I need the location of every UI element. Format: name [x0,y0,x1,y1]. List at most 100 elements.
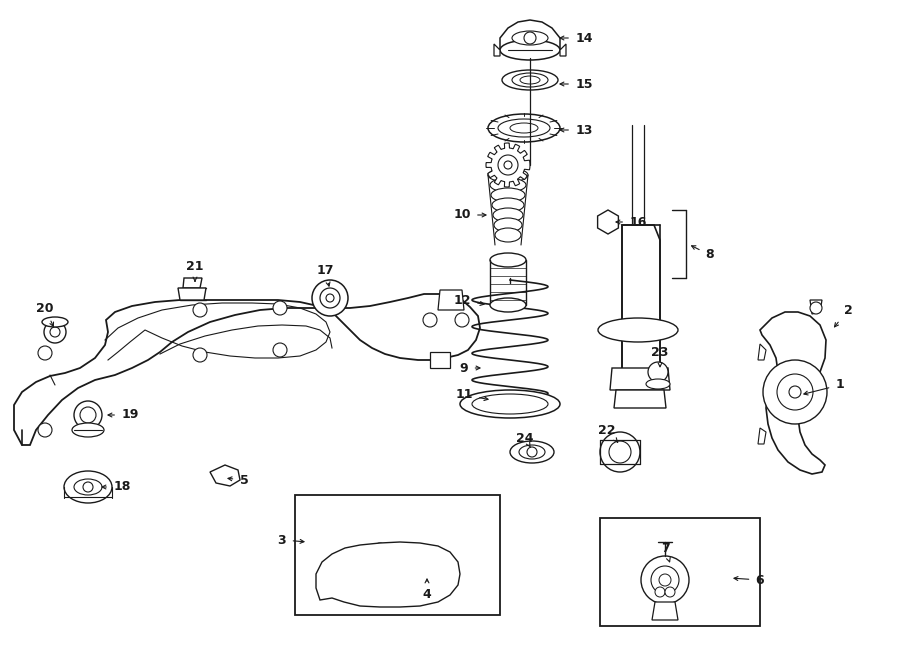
Ellipse shape [472,394,548,414]
Ellipse shape [42,317,68,327]
Polygon shape [758,428,766,444]
Ellipse shape [494,218,522,232]
Circle shape [777,374,813,410]
Circle shape [326,572,334,580]
Circle shape [273,301,287,315]
Text: 7: 7 [661,541,670,562]
Text: 20: 20 [36,301,54,327]
Text: 13: 13 [560,124,593,137]
Circle shape [600,432,640,472]
Ellipse shape [488,168,528,182]
Circle shape [353,551,367,565]
Circle shape [321,567,339,585]
Ellipse shape [512,73,548,87]
Circle shape [609,441,631,463]
Text: 10: 10 [454,208,486,221]
Circle shape [38,423,52,437]
Circle shape [38,346,52,360]
Polygon shape [652,602,678,620]
Circle shape [603,217,613,227]
Circle shape [504,161,512,169]
Circle shape [373,543,387,557]
Circle shape [441,566,459,584]
Text: 5: 5 [228,473,248,486]
Ellipse shape [498,119,550,137]
Ellipse shape [502,70,558,90]
Circle shape [50,327,60,337]
Polygon shape [810,300,822,314]
Circle shape [446,571,454,579]
Polygon shape [760,312,826,474]
Ellipse shape [490,253,526,267]
Text: 24: 24 [517,432,534,447]
Ellipse shape [72,423,104,437]
Ellipse shape [520,76,540,84]
Ellipse shape [460,390,560,418]
Circle shape [648,362,668,382]
Ellipse shape [646,379,670,389]
Ellipse shape [74,479,102,495]
Polygon shape [178,288,206,300]
Circle shape [665,587,675,597]
Ellipse shape [598,318,678,342]
Circle shape [789,386,801,398]
Text: 11: 11 [455,389,488,401]
Polygon shape [560,44,566,56]
Text: 16: 16 [616,215,647,229]
Circle shape [312,280,348,316]
Circle shape [455,313,469,327]
Circle shape [44,321,66,343]
Text: 4: 4 [423,579,431,602]
Circle shape [641,556,689,604]
Circle shape [326,294,334,302]
Text: 9: 9 [460,362,480,375]
Ellipse shape [492,198,524,212]
Polygon shape [622,225,660,390]
Text: 17: 17 [316,264,334,286]
Text: 15: 15 [560,77,593,91]
Text: 2: 2 [834,303,852,327]
Circle shape [524,32,536,44]
Polygon shape [14,294,480,445]
Circle shape [655,587,665,597]
Polygon shape [438,290,464,310]
Circle shape [651,566,679,594]
Circle shape [273,343,287,357]
Circle shape [810,302,822,314]
Circle shape [763,360,827,424]
Ellipse shape [216,470,232,482]
Circle shape [420,563,434,577]
Text: 12: 12 [454,293,484,307]
Polygon shape [210,465,240,486]
Circle shape [423,313,437,327]
Ellipse shape [491,188,525,202]
Bar [600,518,760,626]
Circle shape [83,482,93,492]
Circle shape [320,288,340,308]
Polygon shape [494,44,500,56]
Ellipse shape [490,178,526,192]
Bar [295,495,500,615]
Text: 19: 19 [108,408,139,422]
Polygon shape [316,542,460,607]
Polygon shape [758,344,766,360]
Polygon shape [598,210,618,234]
Circle shape [659,574,671,586]
Circle shape [527,447,537,457]
Circle shape [498,155,518,175]
Circle shape [432,552,448,568]
Ellipse shape [495,228,521,242]
Text: 3: 3 [278,533,304,547]
Circle shape [80,407,96,423]
Text: 23: 23 [652,346,669,367]
Ellipse shape [64,471,112,503]
Text: 22: 22 [598,424,617,442]
Ellipse shape [519,445,545,459]
Ellipse shape [512,31,548,45]
Circle shape [74,401,102,429]
Polygon shape [430,352,450,368]
Ellipse shape [488,114,560,142]
Text: 14: 14 [560,32,593,44]
Text: 21: 21 [186,260,203,281]
Polygon shape [500,20,560,50]
